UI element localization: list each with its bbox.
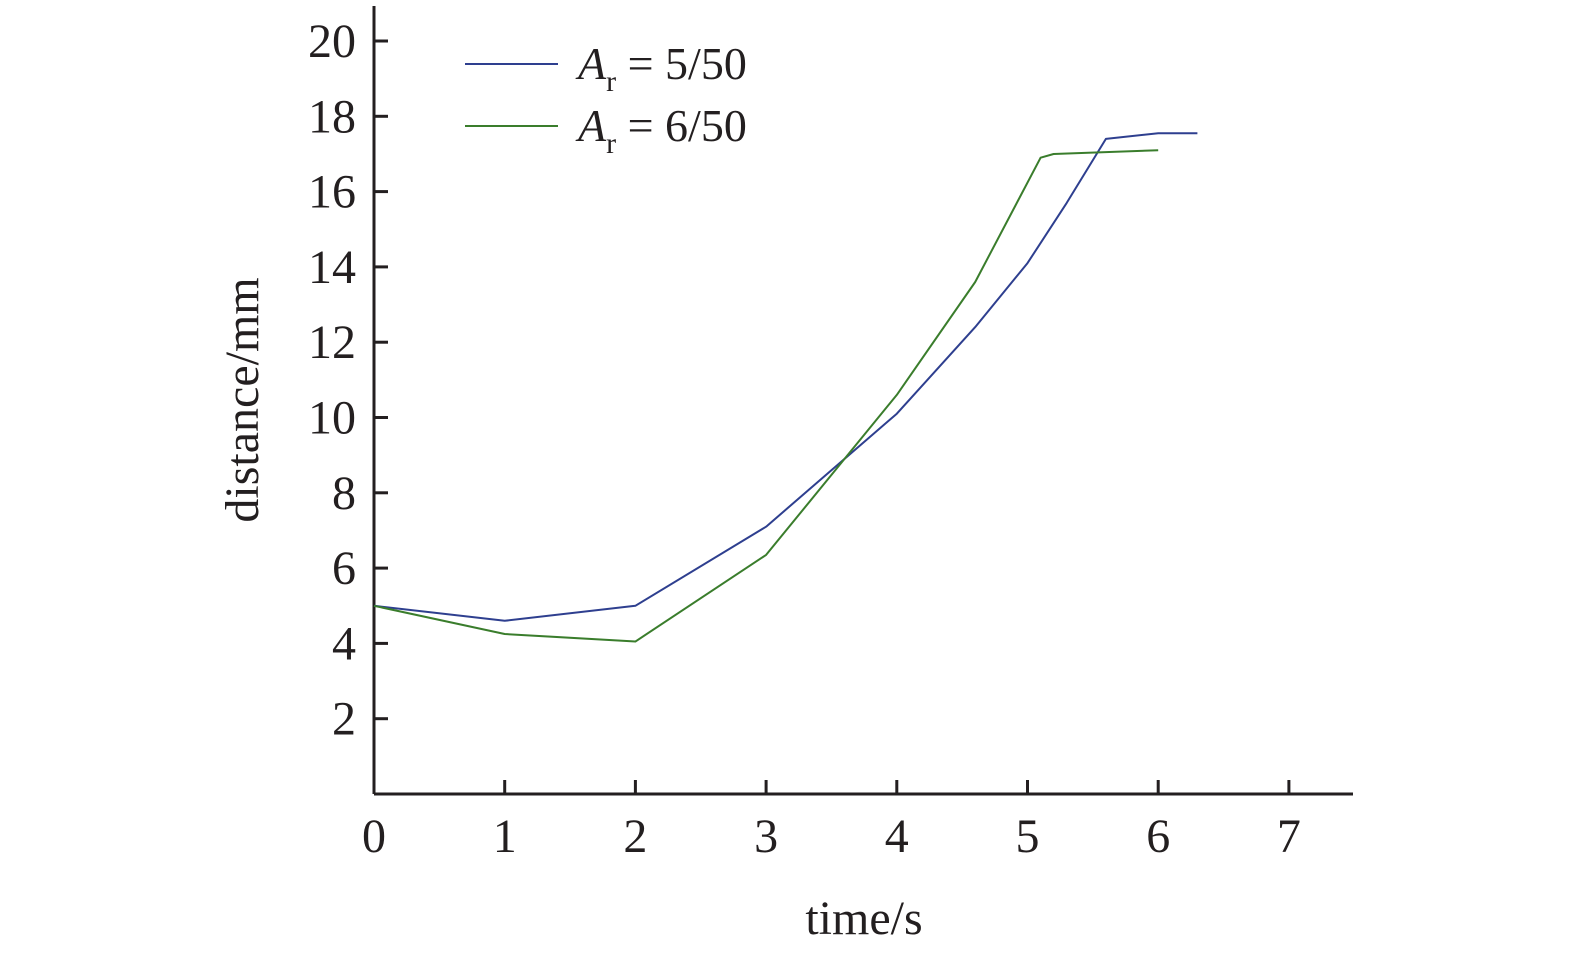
x-axis: 0 1 2 3 4 5 6 7 xyxy=(362,780,1353,863)
y-tick-label: 2 xyxy=(332,693,356,746)
x-tick-label: 7 xyxy=(1277,810,1301,863)
y-axis: 2 4 6 8 10 12 14 16 18 20 xyxy=(308,6,388,794)
y-axis-label: distance/mm xyxy=(216,277,269,522)
series-line-2 xyxy=(373,149,1159,643)
y-tick-label: 6 xyxy=(332,542,356,595)
legend-subscript: r xyxy=(606,127,616,160)
x-tick-label: 6 xyxy=(1146,810,1170,863)
series-layer xyxy=(373,132,1198,643)
x-tick-label: 3 xyxy=(754,810,778,863)
y-tick-label: 12 xyxy=(308,316,356,369)
legend-label-2: Ar = 6/50 xyxy=(575,100,747,160)
legend-symbol: A xyxy=(575,38,607,89)
legend-value: = 6/50 xyxy=(616,100,747,151)
x-tick-label: 2 xyxy=(623,810,647,863)
y-tick-label: 16 xyxy=(308,166,356,219)
x-tick-label: 4 xyxy=(885,810,909,863)
y-tick-label: 8 xyxy=(332,467,356,520)
y-tick-label: 4 xyxy=(332,617,356,670)
x-tick-label: 1 xyxy=(493,810,517,863)
y-tick-label: 14 xyxy=(308,241,356,294)
legend-label-1: Ar = 5/50 xyxy=(575,38,747,98)
y-tick-label: 10 xyxy=(308,392,356,445)
y-tick-label: 18 xyxy=(308,90,356,143)
x-tick-label: 5 xyxy=(1016,810,1040,863)
x-axis-label: time/s xyxy=(805,892,922,945)
legend-value: = 5/50 xyxy=(616,38,747,89)
series-line-1 xyxy=(373,132,1198,622)
x-tick-label: 0 xyxy=(362,810,386,863)
legend-subscript: r xyxy=(606,65,616,98)
legend-symbol: A xyxy=(575,100,607,151)
y-tick-label: 20 xyxy=(308,15,356,68)
